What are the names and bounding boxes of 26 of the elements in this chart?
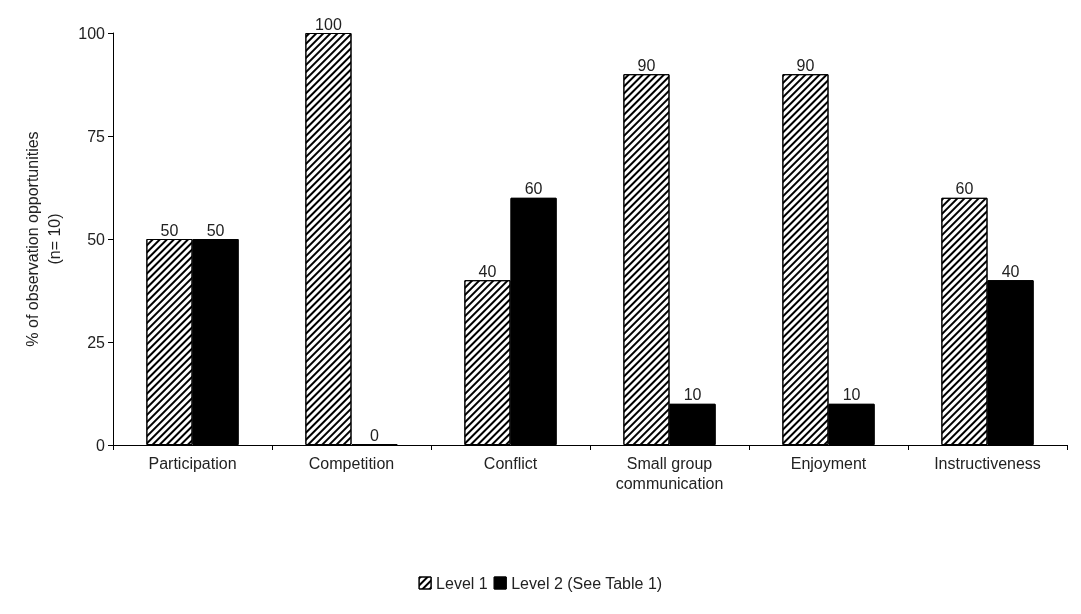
data-label: 90 <box>637 56 656 74</box>
x-tick-label: Instructiveness <box>934 454 1041 472</box>
data-label: 40 <box>478 262 497 280</box>
y-tick-label: 25 <box>87 333 106 351</box>
legend-label: Level 1 <box>436 574 488 592</box>
y-tick-label: 0 <box>96 436 106 454</box>
legend-label: Level 2 (See Table 1) <box>511 574 663 592</box>
data-label: 50 <box>160 221 179 239</box>
data-label: 50 <box>206 221 225 239</box>
x-tick-label: Participation <box>148 454 237 472</box>
x-tick-label: Small group communication <box>615 454 724 492</box>
y-tick-label: 50 <box>87 230 106 248</box>
data-label: 90 <box>796 56 815 74</box>
data-label: 10 <box>842 386 861 404</box>
data-label: 60 <box>524 180 543 198</box>
data-label: 60 <box>955 180 974 198</box>
data-label: 0 <box>370 426 380 444</box>
x-tick-label: Enjoyment <box>790 454 867 472</box>
data-label: 10 <box>683 386 702 404</box>
data-label: 100 <box>315 15 342 33</box>
y-tick-label: 75 <box>87 127 106 145</box>
y-tick-label: 100 <box>78 24 106 42</box>
y-axis-title: % of observation opportunities (n= 10) <box>23 131 63 347</box>
x-tick-label: Competition <box>308 454 395 472</box>
x-tick-label: Conflict <box>483 454 538 472</box>
data-label: 40 <box>1001 262 1020 280</box>
